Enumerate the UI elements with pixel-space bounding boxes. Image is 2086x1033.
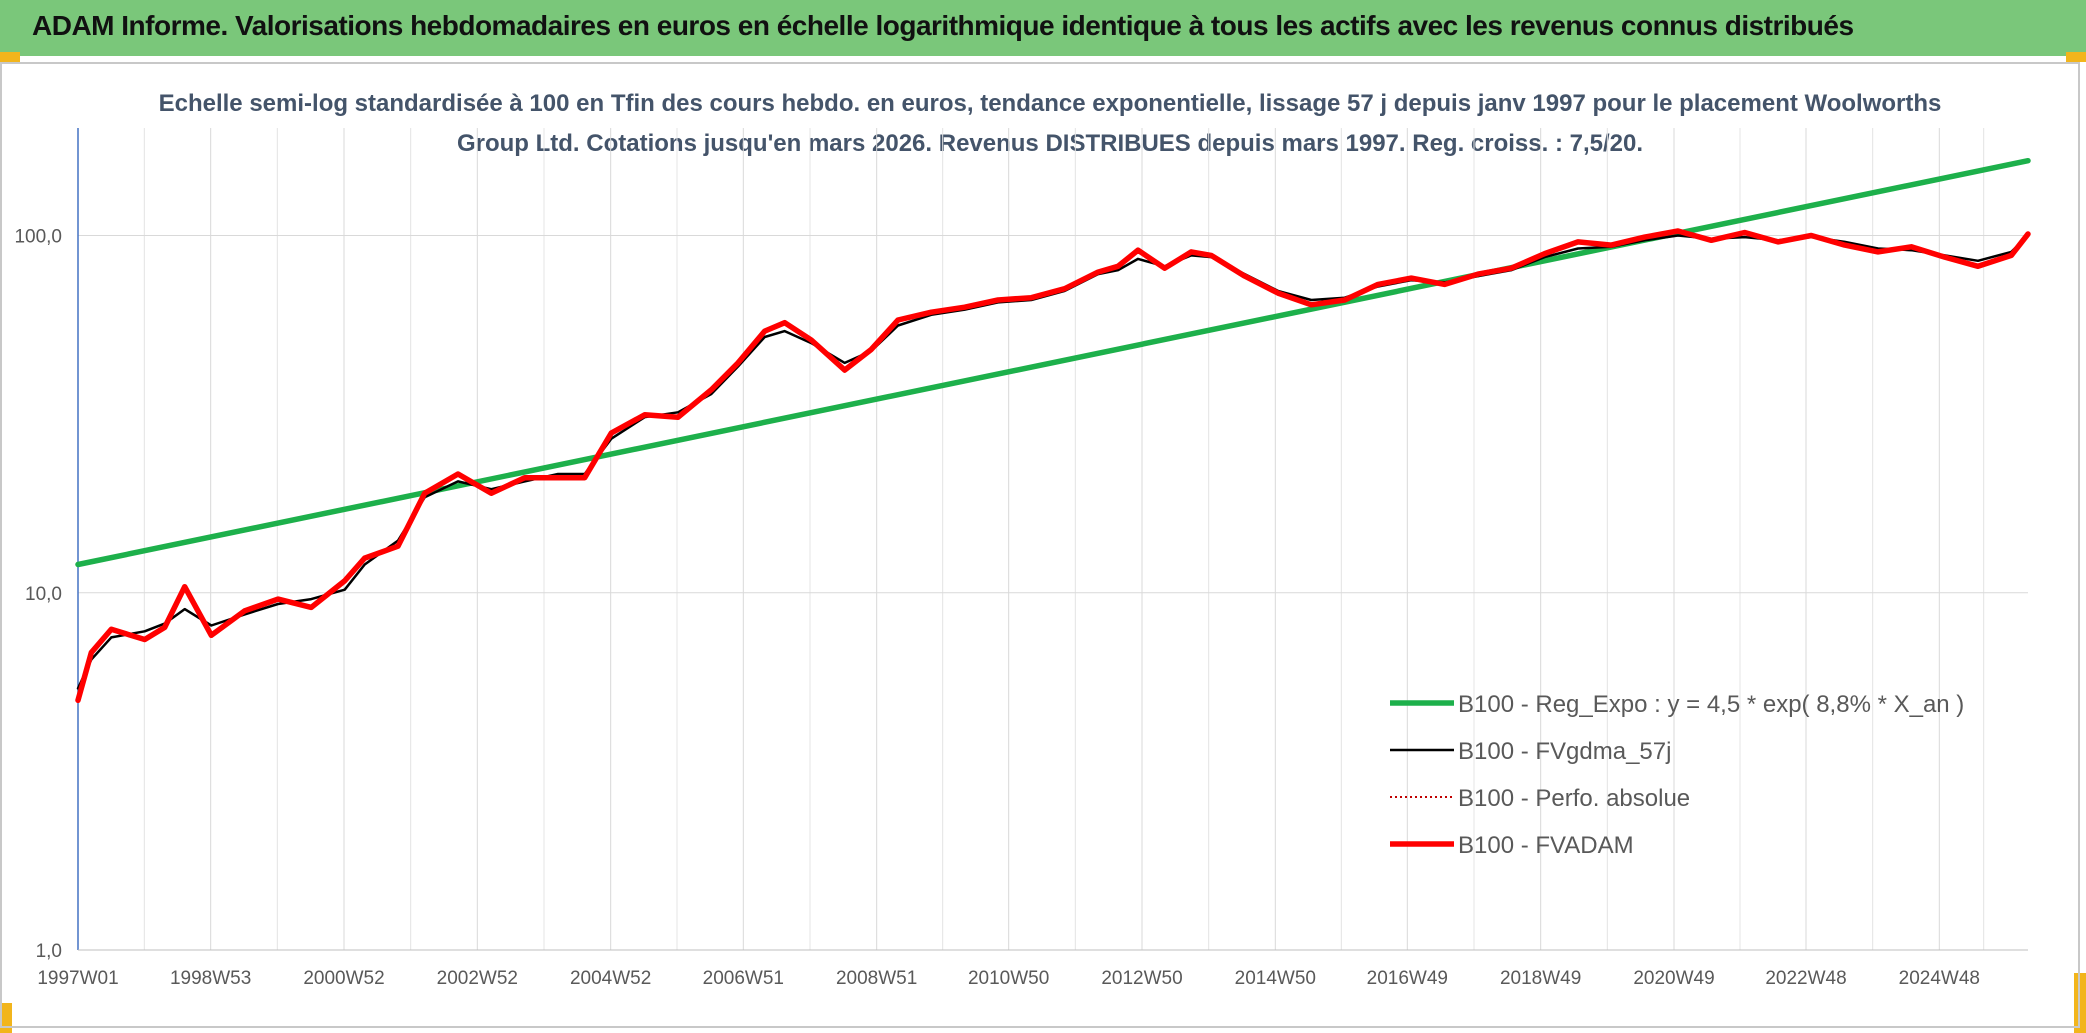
legend-label: B100 - FVgdma_57j bbox=[1458, 738, 1671, 765]
y-tick-label: 100,0 bbox=[14, 227, 62, 248]
legend-label: B100 - Reg_Expo : y = 4,5 * exp( 8,8% * … bbox=[1458, 691, 1964, 718]
x-tick-label: 2006W51 bbox=[703, 968, 784, 989]
x-tick-label: 2000W52 bbox=[303, 968, 384, 989]
x-tick-label: 2004W52 bbox=[570, 968, 651, 989]
y-tick-label: 1,0 bbox=[36, 941, 62, 962]
x-tick-label: 2014W50 bbox=[1235, 968, 1316, 989]
page-title: ADAM Informe. Valorisations hebdomadaire… bbox=[32, 10, 1854, 41]
legend-label: B100 - Perfo. absolue bbox=[1458, 785, 1690, 812]
corner-marker bbox=[2066, 52, 2086, 62]
x-tick-label: 2024W48 bbox=[1899, 968, 1980, 989]
x-tick-label: 2022W48 bbox=[1765, 968, 1846, 989]
corner-marker bbox=[0, 1003, 12, 1033]
x-tick-label: 2020W49 bbox=[1633, 968, 1714, 989]
legend-label: B100 - FVADAM bbox=[1458, 832, 1634, 859]
corner-marker bbox=[0, 52, 20, 62]
x-tick-label: 1998W53 bbox=[170, 968, 251, 989]
x-tick-label: 2002W52 bbox=[437, 968, 518, 989]
chart-frame bbox=[0, 62, 2080, 1028]
x-tick-label: 2010W50 bbox=[968, 968, 1049, 989]
title-banner: ADAM Informe. Valorisations hebdomadaire… bbox=[0, 0, 2086, 56]
y-tick-label: 10,0 bbox=[25, 584, 62, 605]
series-line bbox=[75, 228, 2031, 704]
series-line bbox=[76, 234, 2030, 690]
x-tick-label: 2008W51 bbox=[836, 968, 917, 989]
x-tick-label: 2018W49 bbox=[1500, 968, 1581, 989]
chart-title: Echelle semi-log standardisée à 100 en T… bbox=[158, 90, 1942, 157]
series-line bbox=[75, 157, 2031, 568]
corner-marker bbox=[2074, 973, 2086, 1033]
x-tick-label: 1997W01 bbox=[37, 968, 118, 989]
x-tick-label: 2016W49 bbox=[1367, 968, 1448, 989]
x-tick-label: 2012W50 bbox=[1101, 968, 1182, 989]
